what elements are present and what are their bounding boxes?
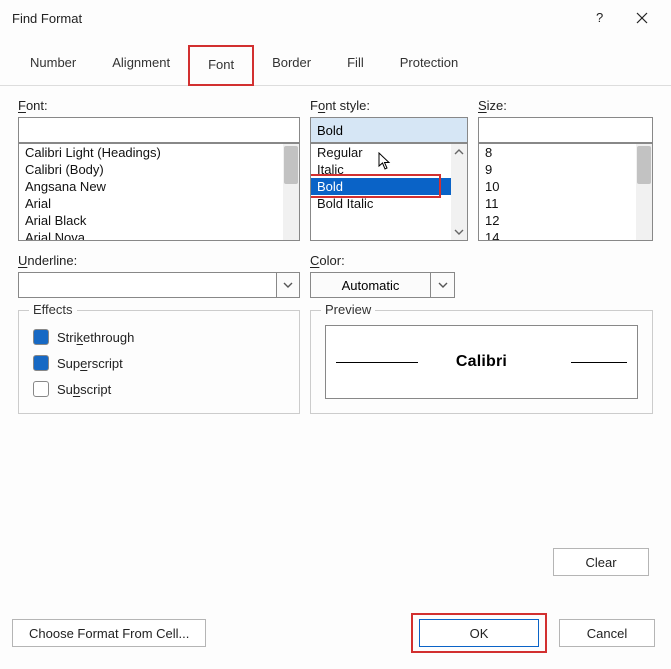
list-item[interactable]: Arial Nova xyxy=(19,229,283,240)
close-button[interactable] xyxy=(621,0,663,36)
help-button[interactable]: ? xyxy=(579,0,621,36)
tab-font[interactable]: Font xyxy=(188,45,254,86)
list-item[interactable]: Calibri Light (Headings) xyxy=(19,144,283,161)
preview-line xyxy=(571,362,627,363)
underline-input[interactable] xyxy=(18,272,276,298)
list-item[interactable]: Arial xyxy=(19,195,283,212)
size-listbox[interactable]: 8 9 10 11 12 14 xyxy=(478,143,653,241)
checkbox-checked-icon xyxy=(33,329,49,345)
checkbox-label: Strikethrough xyxy=(57,330,134,345)
checkbox-checked-icon xyxy=(33,355,49,371)
scrollbar[interactable] xyxy=(283,144,299,240)
clear-button[interactable]: Clear xyxy=(553,548,649,576)
list-item[interactable]: 10 xyxy=(479,178,636,195)
scrollbar-thumb[interactable] xyxy=(284,146,298,184)
titlebar: Find Format ? xyxy=(0,0,671,36)
list-item[interactable]: Bold Italic xyxy=(311,195,467,212)
footer: Choose Format From Cell... OK Cancel xyxy=(12,613,655,653)
font-style-listbox[interactable]: Regular Italic Bold Bold Italic xyxy=(310,143,468,241)
list-item[interactable]: Regular xyxy=(311,144,467,161)
tab-number[interactable]: Number xyxy=(12,45,94,86)
preview-line xyxy=(336,362,418,363)
tab-alignment[interactable]: Alignment xyxy=(94,45,188,86)
scrollbar[interactable] xyxy=(451,144,467,240)
cancel-button[interactable]: Cancel xyxy=(559,619,655,647)
font-input[interactable] xyxy=(18,117,300,143)
list-item[interactable]: Calibri (Body) xyxy=(19,161,283,178)
tab-fill[interactable]: Fill xyxy=(329,45,382,86)
scrollbar-thumb[interactable] xyxy=(637,146,651,184)
chevron-down-icon[interactable] xyxy=(276,272,300,298)
color-label: Color: xyxy=(310,253,468,268)
list-item[interactable]: Angsana New xyxy=(19,178,283,195)
checkbox-label: Superscript xyxy=(57,356,123,371)
scroll-up-icon[interactable] xyxy=(451,144,467,160)
font-style-input[interactable] xyxy=(310,117,468,143)
svg-text:?: ? xyxy=(596,12,603,24)
checkbox-empty-icon xyxy=(33,381,49,397)
choose-format-from-cell-button[interactable]: Choose Format From Cell... xyxy=(12,619,206,647)
superscript-checkbox[interactable]: Superscript xyxy=(33,355,285,371)
tab-border[interactable]: Border xyxy=(254,45,329,86)
scrollbar[interactable] xyxy=(636,144,652,240)
list-item[interactable]: 8 xyxy=(479,144,636,161)
ok-highlight: OK xyxy=(411,613,547,653)
scroll-down-icon[interactable] xyxy=(451,224,467,240)
preview-legend: Preview xyxy=(321,302,375,317)
preview-group: Preview Calibri xyxy=(310,310,653,414)
list-item[interactable]: 9 xyxy=(479,161,636,178)
effects-legend: Effects xyxy=(29,302,77,317)
underline-combo[interactable] xyxy=(18,272,300,298)
checkbox-label: Subscript xyxy=(57,382,111,397)
preview-text: Calibri xyxy=(456,353,507,371)
font-listbox[interactable]: Calibri Light (Headings) Calibri (Body) … xyxy=(18,143,300,241)
font-style-label: Font style: xyxy=(310,98,468,113)
list-item[interactable]: 14 xyxy=(479,229,636,240)
color-combo[interactable]: Automatic xyxy=(310,272,455,298)
ok-button[interactable]: OK xyxy=(419,619,539,647)
chevron-down-icon[interactable] xyxy=(430,273,454,297)
tabs: Number Alignment Font Border Fill Protec… xyxy=(0,36,671,86)
font-label: Font: xyxy=(18,98,300,113)
size-input[interactable] xyxy=(478,117,653,143)
list-item[interactable]: 11 xyxy=(479,195,636,212)
strikethrough-checkbox[interactable]: Strikethrough xyxy=(33,329,285,345)
list-item[interactable]: Arial Black xyxy=(19,212,283,229)
tab-protection[interactable]: Protection xyxy=(382,45,477,86)
effects-group: Effects Strikethrough Superscript Subscr… xyxy=(18,310,300,414)
underline-label: Underline: xyxy=(18,253,300,268)
color-value: Automatic xyxy=(311,278,430,293)
preview-box: Calibri xyxy=(325,325,638,399)
tab-content: Font: Calibri Light (Headings) Calibri (… xyxy=(0,86,671,414)
window-title: Find Format xyxy=(12,11,579,26)
subscript-checkbox[interactable]: Subscript xyxy=(33,381,285,397)
list-item[interactable]: 12 xyxy=(479,212,636,229)
size-label: Size: xyxy=(478,98,653,113)
list-item-selected[interactable]: Bold xyxy=(311,178,467,195)
list-item[interactable]: Italic xyxy=(311,161,467,178)
